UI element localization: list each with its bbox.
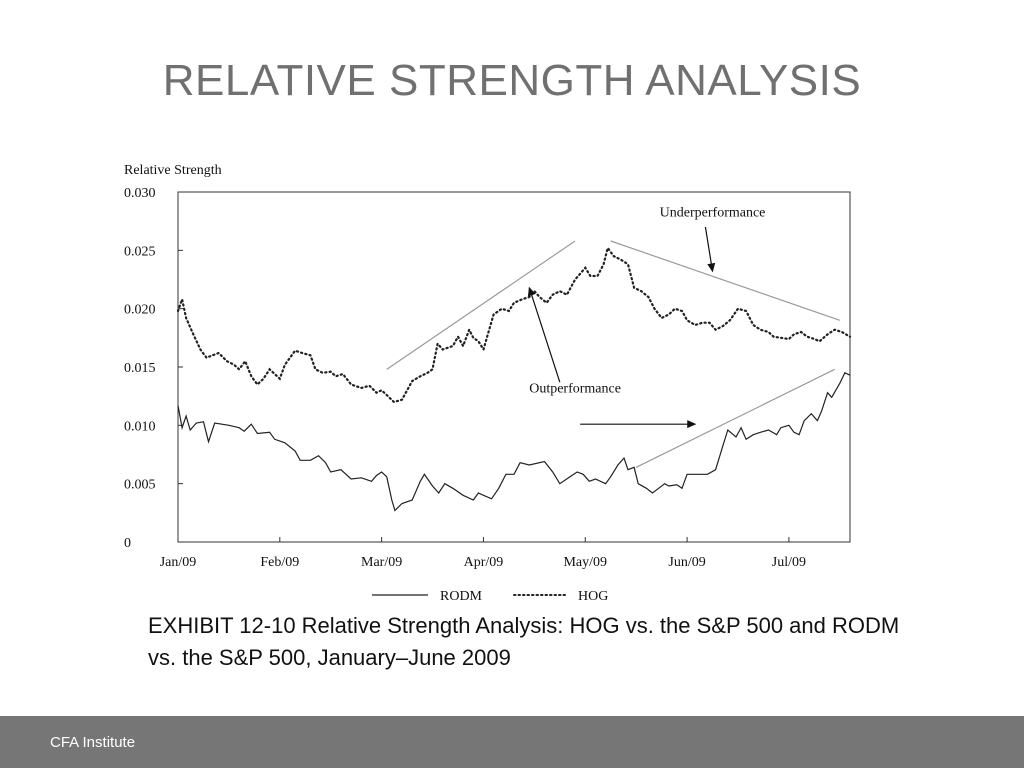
legend-label-hog: HOG bbox=[578, 589, 608, 604]
trendline bbox=[635, 368, 835, 468]
y-tick-label: 0.030 bbox=[124, 186, 156, 201]
x-tick-label: Mar/09 bbox=[361, 555, 402, 570]
y-tick-label: 0.025 bbox=[124, 244, 156, 259]
y-tick-label: 0.005 bbox=[124, 478, 156, 493]
trendline bbox=[610, 240, 841, 321]
annotation-arrow bbox=[704, 226, 716, 273]
footer-bar: CFA Institute bbox=[0, 716, 1024, 768]
x-tick-label: Jun/09 bbox=[668, 555, 705, 570]
y-tick-label: 0.010 bbox=[124, 419, 156, 434]
trendlines bbox=[386, 240, 841, 468]
series-line-rodm bbox=[177, 372, 851, 512]
y-tick-label: 0.015 bbox=[124, 361, 156, 376]
legend: RODM HOG bbox=[372, 589, 608, 604]
x-tick-label: May/09 bbox=[563, 555, 607, 570]
footer-org-label: CFA Institute bbox=[50, 734, 136, 751]
y-axis-ticks: 0.030 0.025 0.020 0.015 0.010 0.005 0 bbox=[124, 186, 183, 551]
x-tick-label: Feb/09 bbox=[260, 555, 299, 570]
x-tick-label: Apr/09 bbox=[464, 555, 504, 570]
plot-frame bbox=[177, 191, 851, 543]
series-lines bbox=[176, 245, 852, 512]
exhibit-caption: EXHIBIT 12-10 Relative Strength Analysis… bbox=[148, 613, 900, 670]
y-axis-label: Relative Strength bbox=[124, 163, 222, 178]
relative-strength-chart: Relative Strength 0.0300.0250.0200.0150.… bbox=[124, 163, 852, 604]
slide-title: RELATIVE STRENGTH ANALYSIS bbox=[162, 56, 862, 105]
y-tick-label: 0 bbox=[124, 536, 131, 551]
x-axis-ticks: Jan/09 Feb/09 Mar/09 Apr/09 May/09 Jun/09 Jul/… bbox=[160, 537, 806, 570]
annotation-label: Outperformance bbox=[529, 382, 621, 397]
series-line-hog bbox=[176, 245, 852, 404]
x-tick-label: Jan/09 bbox=[160, 555, 197, 570]
legend-label-rodm: RODM bbox=[440, 589, 483, 604]
annotation-arrow bbox=[527, 286, 561, 383]
x-tick-label: Jul/09 bbox=[772, 555, 806, 570]
annotations: Underperformance Outperformance bbox=[527, 206, 766, 429]
trendline bbox=[386, 240, 576, 370]
y-tick-label: 0.020 bbox=[124, 303, 156, 318]
annotation-label: Underperformance bbox=[660, 206, 766, 221]
